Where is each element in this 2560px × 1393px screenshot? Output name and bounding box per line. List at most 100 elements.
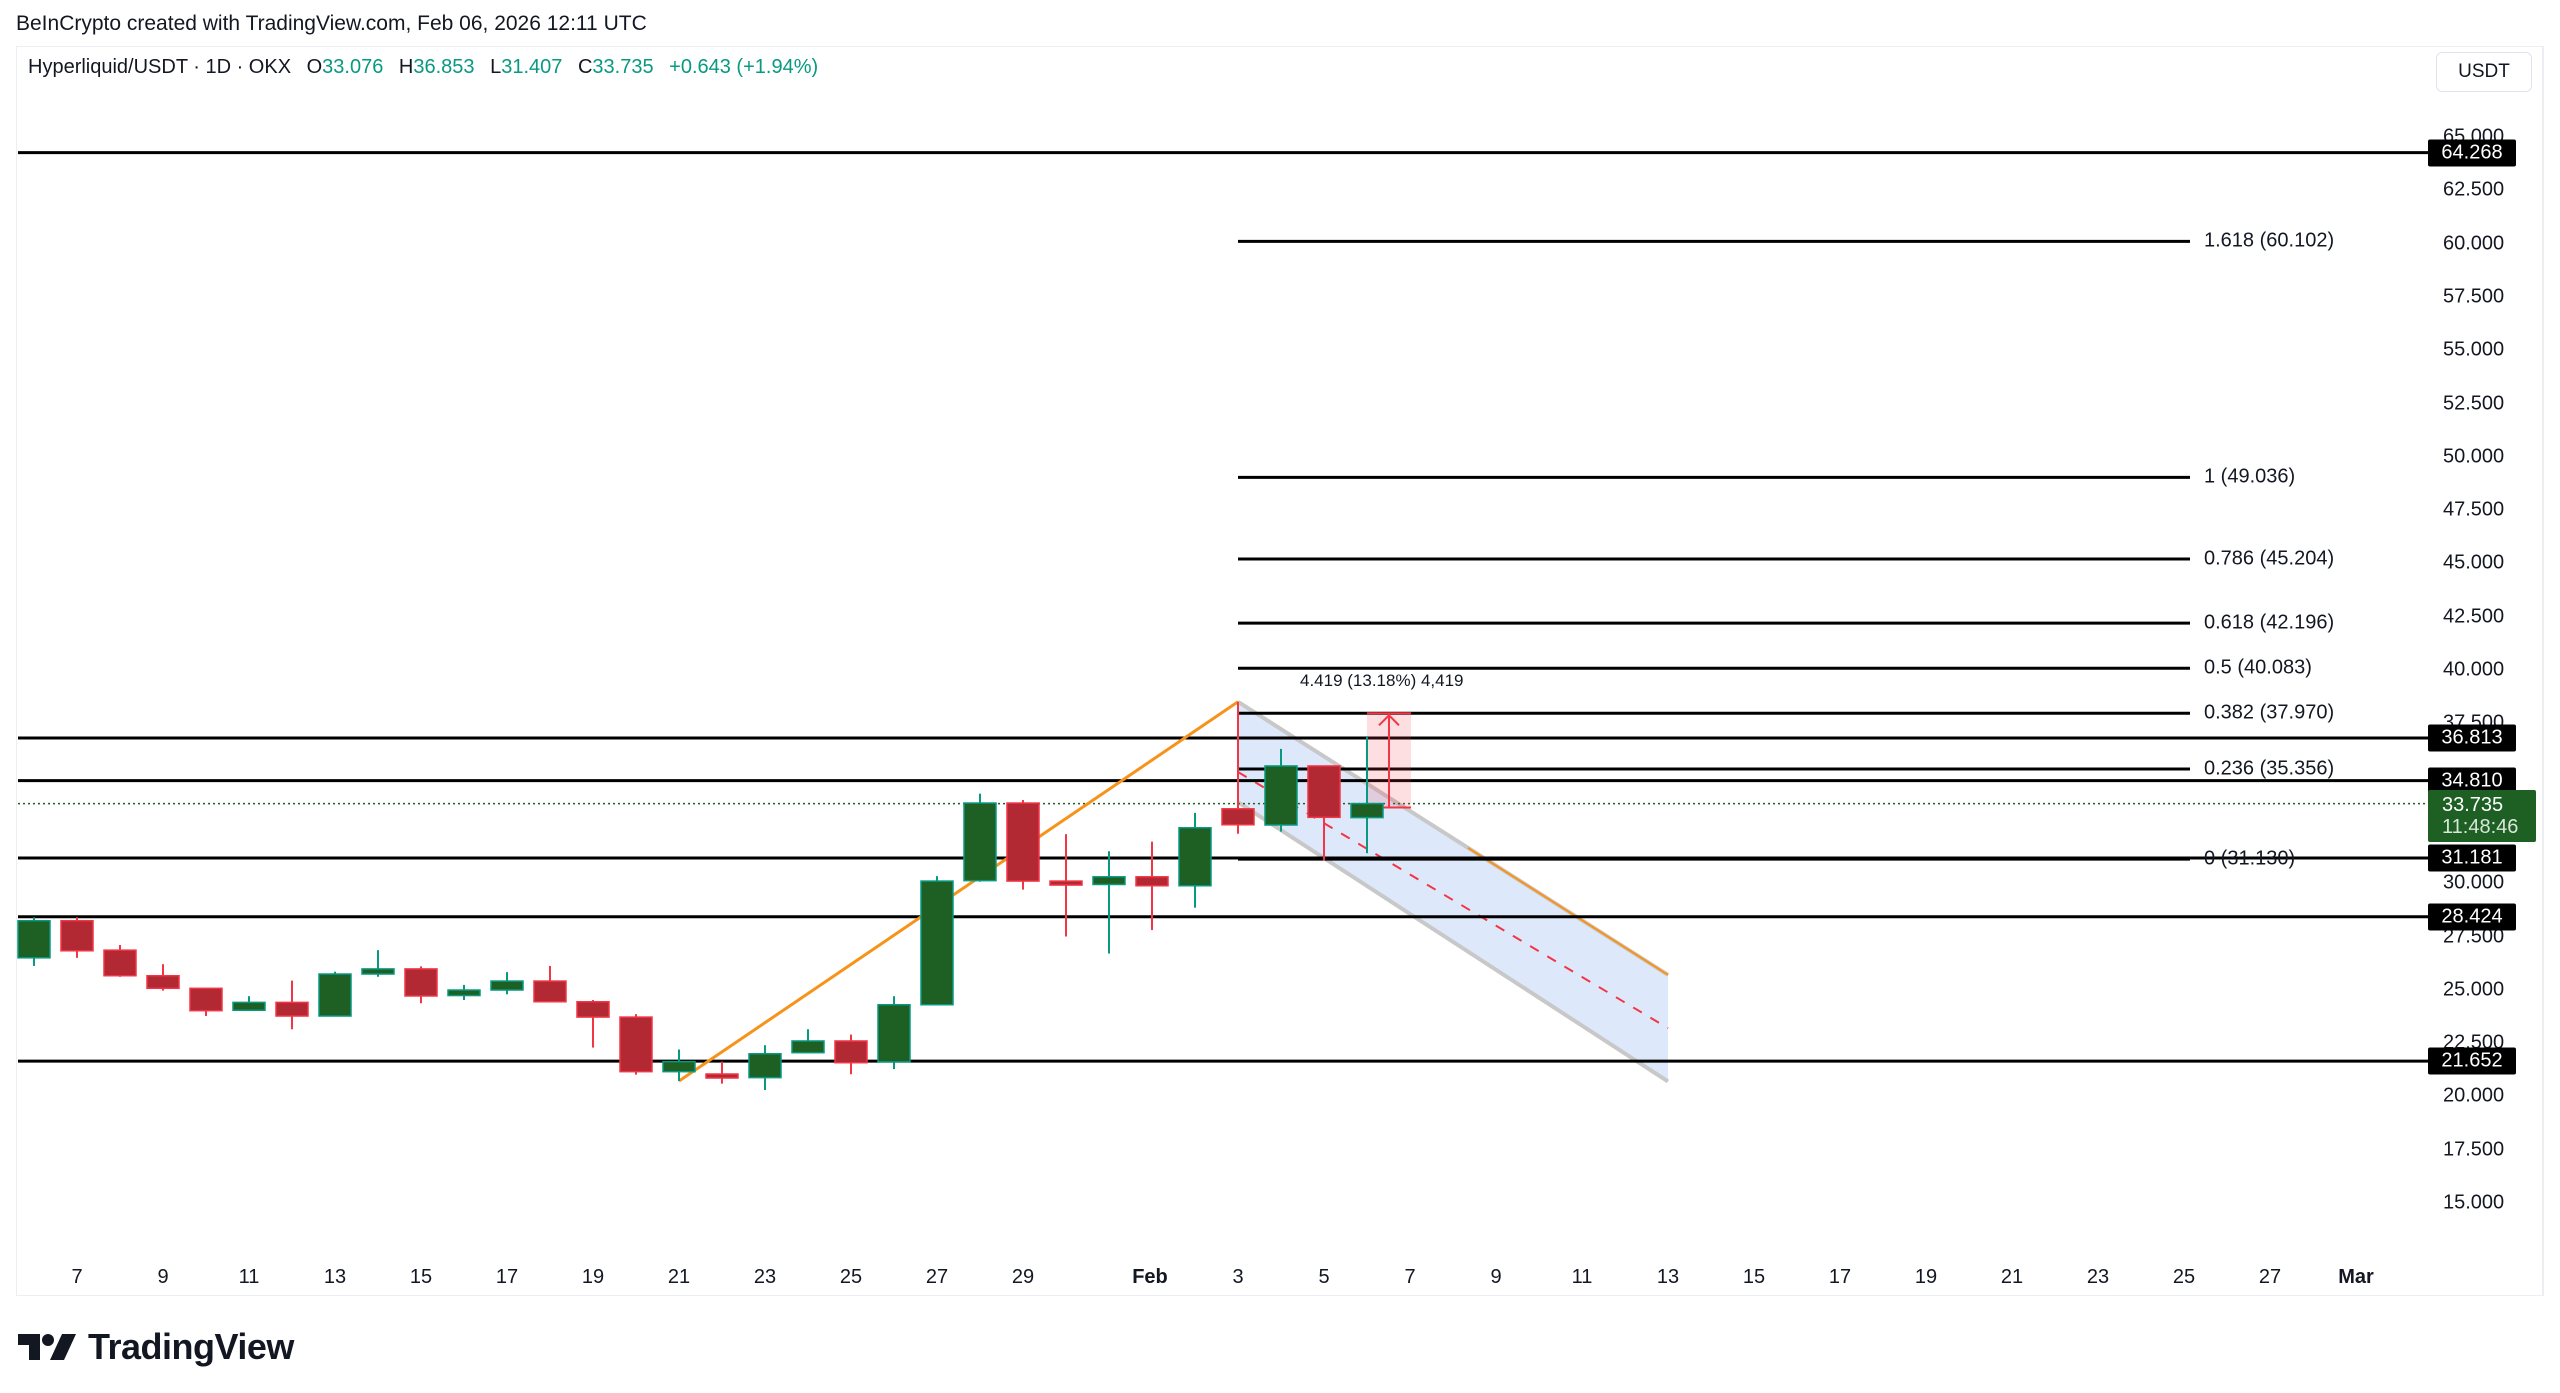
last-price-value: 33.735 (2442, 793, 2504, 816)
price-tick: 30.000 (2443, 871, 2505, 894)
date-tick: 13 (323, 1266, 347, 1288)
fib-level-label: 0.618 (42.196) (2204, 611, 2335, 634)
level-price-tag: 21.652 (2428, 1047, 2516, 1075)
fib-level-label: 0.382 (37.970) (2204, 701, 2335, 724)
date-tick: 17 (1828, 1266, 1852, 1288)
date-tick: 23 (753, 1266, 777, 1288)
candle-up (232, 1001, 266, 1012)
candle-down (533, 980, 567, 1003)
level-price-tag: 31.181 (2428, 844, 2516, 872)
date-tick: 11 (238, 1266, 260, 1288)
price-tick: 40.000 (2443, 658, 2505, 681)
fib-level-label: 0.5 (40.083) (2204, 656, 2312, 679)
change-value: +0.643 (+1.94%) (669, 56, 819, 78)
candle-down (146, 974, 180, 990)
fib-level-label: 0 (31.130) (2204, 847, 2296, 870)
date-tick: 11 (1571, 1266, 1593, 1288)
low-value: 31.407 (501, 56, 563, 78)
measure-label: 4.419 (13.18%) 4,419 (1300, 671, 1464, 690)
level-price-tag: 36.813 (2428, 724, 2516, 752)
price-tick: 27.500 (2443, 925, 2505, 947)
candle-down (1221, 808, 1255, 826)
level-price-tag: 64.268 (2428, 139, 2516, 167)
fib-level-label: 1 (49.036) (2204, 465, 2296, 488)
tradingview-logo[interactable]: TradingView (18, 1326, 294, 1368)
candle-down (189, 987, 223, 1012)
price-tick: 47.500 (2443, 498, 2505, 521)
date-tick: 23 (2086, 1266, 2110, 1288)
date-tick: 27 (925, 1266, 949, 1288)
date-tick: 25 (839, 1266, 863, 1288)
date-tick: 5 (1318, 1266, 1330, 1288)
date-tick: 21 (2000, 1266, 2024, 1288)
candle-down (619, 1016, 653, 1073)
candle-up (1178, 827, 1212, 887)
currency-button[interactable]: USDT (2436, 52, 2532, 92)
candle-up (748, 1053, 782, 1079)
symbol-name[interactable]: Hyperliquid/USDT · 1D · OKX (28, 56, 292, 78)
date-tick: 7 (71, 1266, 83, 1288)
date-tick: 19 (581, 1266, 605, 1288)
close-value: 33.735 (592, 56, 654, 78)
candle-up (490, 980, 524, 991)
candle-down (60, 919, 94, 952)
price-axis-divider (2542, 46, 2543, 1296)
date-tick: 21 (667, 1266, 691, 1288)
price-tick: 17.500 (2443, 1138, 2505, 1161)
candle-down (1049, 880, 1083, 886)
descending-channel (1238, 701, 1668, 1082)
open-label: O (306, 56, 323, 78)
candle-up (1264, 765, 1298, 826)
tradingview-logo-text: TradingView (88, 1326, 294, 1367)
price-tick: 20.000 (2443, 1084, 2505, 1107)
candle-up (920, 880, 954, 1006)
fib-level-label: 1.618 (60.102) (2204, 229, 2335, 252)
candle-down (834, 1040, 868, 1064)
candle-up (877, 1003, 911, 1063)
candle-up (17, 919, 51, 959)
price-tick: 52.500 (2443, 392, 2505, 414)
date-tick: 7 (1404, 1266, 1416, 1288)
high-label: H (398, 56, 414, 78)
candle-up (1350, 802, 1384, 819)
price-tick: 45.000 (2443, 551, 2505, 574)
candle-down (1135, 876, 1169, 887)
arrow-up-icon (1378, 713, 1400, 726)
date-tick: 15 (1742, 1266, 1766, 1288)
date-tick: Feb (1132, 1266, 1168, 1288)
date-tick: 27 (2258, 1266, 2282, 1288)
candle-down (576, 1000, 610, 1018)
last-price-tag: 33.735 11:48:46 (2428, 789, 2536, 842)
price-tick: 60.000 (2443, 232, 2505, 255)
price-tick: 62.500 (2443, 178, 2505, 201)
date-tick: 29 (1011, 1266, 1035, 1288)
candle-down (1307, 765, 1341, 819)
candle-up (447, 989, 481, 997)
candle-up (963, 802, 997, 882)
uptrend-line (678, 700, 1239, 1083)
price-tick: 55.000 (2443, 338, 2505, 361)
high-value: 36.853 (413, 56, 475, 78)
date-tick: 13 (1656, 1266, 1680, 1288)
date-tick: 15 (409, 1266, 433, 1288)
candle-up (662, 1060, 696, 1073)
tradingview-logo-icon (18, 1334, 76, 1360)
price-tick: 57.500 (2443, 285, 2505, 308)
candle-up (1092, 876, 1126, 886)
date-tick: 25 (2172, 1266, 2196, 1288)
bar-countdown: 11:48:46 (2442, 815, 2519, 838)
candle-down (1006, 802, 1040, 882)
date-tick: 9 (1490, 1266, 1502, 1288)
date-tick: 19 (1914, 1266, 1938, 1288)
symbol-legend: Hyperliquid/USDT · 1D · OKX O33.076 H36.… (28, 56, 818, 79)
date-tick: 9 (157, 1266, 169, 1288)
date-tick: 17 (495, 1266, 519, 1288)
fib-level-label: 0.786 (45.204) (2204, 547, 2335, 570)
candle-down (275, 1001, 309, 1017)
chart-area[interactable] (16, 46, 2544, 1296)
candle-down (705, 1073, 739, 1079)
price-tick: 15.000 (2443, 1191, 2505, 1214)
candle-down (103, 949, 137, 977)
price-tick: 42.500 (2443, 605, 2505, 628)
